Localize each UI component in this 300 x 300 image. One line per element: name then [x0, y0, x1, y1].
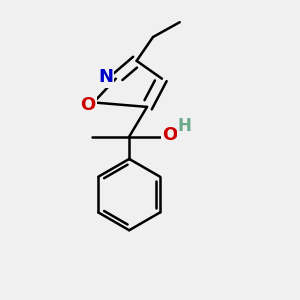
Text: H: H: [178, 117, 192, 135]
Text: O: O: [162, 126, 178, 144]
Text: O: O: [81, 96, 96, 114]
Text: N: N: [98, 68, 113, 86]
